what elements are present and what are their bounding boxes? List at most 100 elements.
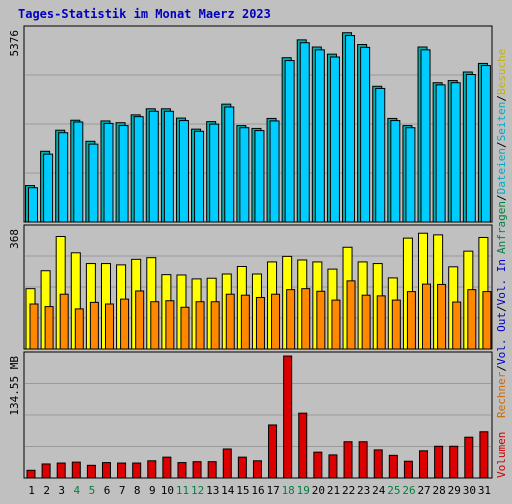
- bar-dateien: [345, 35, 356, 223]
- bar-dateien: [329, 56, 340, 223]
- bar-seiten: [150, 301, 160, 350]
- bar-seiten: [452, 301, 462, 350]
- x-tick-label: 17: [266, 484, 279, 497]
- x-tick-label: 11: [176, 484, 189, 497]
- y-max-label: 134.55 MB: [8, 356, 21, 416]
- bar-dateien: [43, 153, 54, 223]
- bar-seiten: [74, 308, 84, 350]
- bar-seiten: [467, 289, 477, 350]
- right-label-part: Anfragen: [495, 201, 508, 254]
- right-axis-label: Anfragen/Dateien/Seiten/Besuche: [495, 49, 508, 254]
- bar-seiten: [286, 289, 296, 350]
- right-label-part: /: [495, 194, 508, 201]
- bar-dateien: [375, 87, 386, 223]
- x-tick-label: 23: [357, 484, 370, 497]
- bar-seiten: [135, 290, 145, 350]
- bar-seiten: [89, 301, 99, 350]
- x-axis-day-labels: 1 2 3 4 5 6 7 8 9 10 11 12 13 14 15 16 17 18 19 20 21 22 23 24 2…: [28, 484, 491, 497]
- x-tick-label: 3: [58, 484, 65, 497]
- bar-volumen: [26, 469, 36, 479]
- bar-dateien: [314, 49, 325, 223]
- right-axis-labels: Anfragen/Dateien/Seiten/BesucheRechner/V…: [495, 49, 508, 478]
- bar-seiten: [376, 295, 386, 350]
- x-tick-label: 24: [372, 484, 386, 497]
- bar-seiten: [301, 288, 311, 350]
- x-tick-label: 7: [119, 484, 126, 497]
- bar-volumen: [207, 461, 217, 479]
- bar-dateien: [480, 65, 491, 223]
- bar-volumen: [449, 445, 459, 479]
- bar-volumen: [283, 355, 293, 479]
- bar-seiten: [255, 296, 265, 350]
- x-tick-label: 2: [43, 484, 50, 497]
- bar-volumen: [177, 462, 187, 479]
- bar-dateien: [28, 187, 38, 223]
- bar-dateien: [163, 110, 174, 223]
- right-axis-label: Volumen: [495, 432, 508, 478]
- bar-dateien: [254, 130, 265, 223]
- bar-seiten: [104, 303, 114, 350]
- x-tick-label: 20: [312, 484, 325, 497]
- bar-seiten: [316, 290, 326, 350]
- bar-seiten: [210, 301, 220, 350]
- bar-volumen: [71, 461, 81, 479]
- panel-top: 5376: [8, 25, 493, 223]
- bar-volumen: [101, 462, 111, 479]
- x-tick-label: 10: [161, 484, 174, 497]
- bar-seiten: [406, 291, 416, 350]
- bar-volumen: [479, 431, 489, 479]
- bar-volumen: [328, 454, 338, 479]
- bar-seiten: [271, 293, 281, 350]
- chart-title: Tages-Statistik im Monat Maerz 2023: [18, 7, 271, 21]
- bar-dateien: [118, 125, 129, 223]
- bar-seiten: [180, 306, 190, 350]
- bar-volumen: [147, 460, 157, 479]
- x-tick-label: 27: [417, 484, 430, 497]
- bar-dateien: [239, 127, 250, 223]
- bar-dateien: [269, 120, 280, 223]
- bar-seiten: [482, 291, 492, 350]
- x-tick-label: 16: [251, 484, 264, 497]
- x-tick-label: 9: [149, 484, 156, 497]
- bar-seiten: [29, 303, 39, 350]
- bar-dateien: [299, 42, 310, 223]
- bar-seiten: [437, 283, 447, 350]
- right-label-part: /: [495, 365, 508, 372]
- bar-volumen: [56, 462, 66, 479]
- bar-volumen: [298, 412, 308, 479]
- x-tick-label: 18: [282, 484, 295, 497]
- y-max-label: 368: [8, 229, 21, 249]
- x-tick-label: 14: [221, 484, 235, 497]
- right-label-part: Vol. Out: [495, 312, 508, 365]
- bar-dateien: [194, 130, 205, 223]
- bar-dateien: [178, 120, 189, 223]
- bar-dateien: [73, 121, 84, 223]
- bar-seiten: [195, 301, 205, 350]
- bar-volumen: [313, 451, 323, 479]
- bar-dateien: [224, 106, 235, 223]
- x-tick-label: 1: [28, 484, 35, 497]
- right-label-part: Rechner: [495, 371, 508, 418]
- x-tick-label: 28: [433, 484, 446, 497]
- bar-dateien: [465, 74, 476, 223]
- bar-volumen: [192, 461, 202, 479]
- right-label-part: Seiten: [495, 102, 508, 142]
- bar-dateien: [284, 60, 295, 223]
- bar-seiten: [225, 293, 235, 350]
- bar-volumen: [132, 462, 142, 479]
- panel-middle: 368: [8, 224, 493, 350]
- bar-seiten: [120, 298, 130, 350]
- bar-volumen: [237, 456, 247, 479]
- bar-volumen: [117, 462, 127, 479]
- x-tick-label: 4: [74, 484, 81, 497]
- bar-volumen: [373, 449, 383, 479]
- bar-dateien: [88, 143, 99, 223]
- bar-seiten: [331, 299, 341, 350]
- right-label-part: Vol. In: [495, 259, 508, 305]
- bar-volumen: [343, 441, 353, 479]
- bar-seiten: [44, 306, 54, 350]
- x-tick-label: 12: [191, 484, 204, 497]
- right-label-part: Dateien: [495, 148, 508, 194]
